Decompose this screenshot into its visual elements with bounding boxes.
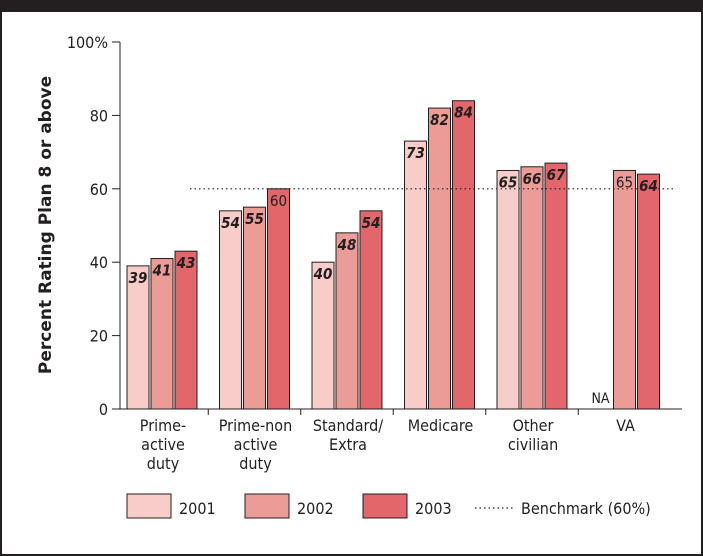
y-tick-label: 80 bbox=[90, 106, 108, 125]
legend-label: 2003 bbox=[415, 499, 452, 518]
x-tick-label: active bbox=[234, 435, 278, 454]
bar bbox=[150, 258, 174, 410]
x-tick-label: Prime-non bbox=[219, 416, 292, 435]
bar bbox=[613, 169, 636, 410]
bar bbox=[311, 261, 335, 410]
bar bbox=[219, 210, 242, 410]
bar bbox=[335, 232, 359, 410]
data-label: 65 bbox=[616, 173, 633, 191]
data-label: 43 bbox=[177, 254, 196, 272]
x-tick-label: duty bbox=[147, 454, 180, 473]
bar bbox=[520, 166, 544, 410]
data-label: 54 bbox=[221, 214, 240, 232]
bar bbox=[496, 169, 520, 410]
bar bbox=[544, 162, 568, 410]
x-tick-label: Extra bbox=[329, 435, 367, 454]
y-tick-label: 60 bbox=[90, 180, 108, 199]
bar bbox=[404, 140, 427, 410]
legend-label: 2001 bbox=[179, 499, 216, 518]
y-tick-label: 20 bbox=[90, 327, 108, 346]
legend-swatch bbox=[244, 493, 290, 519]
x-tick-label: Standard/ bbox=[313, 416, 383, 435]
y-tick-label: 0 bbox=[99, 400, 108, 419]
bar bbox=[359, 210, 383, 410]
data-label: 39 bbox=[129, 269, 148, 287]
bar bbox=[428, 107, 451, 410]
data-label: NA bbox=[591, 391, 609, 407]
data-label: 60 bbox=[270, 192, 287, 210]
bar bbox=[452, 100, 475, 410]
data-label: 66 bbox=[523, 170, 542, 188]
data-label: 64 bbox=[639, 177, 658, 195]
legend-swatch bbox=[362, 493, 408, 519]
data-label: 84 bbox=[454, 104, 473, 122]
bar bbox=[174, 250, 198, 410]
data-label: 41 bbox=[153, 262, 172, 280]
bar bbox=[243, 206, 266, 410]
data-label: 67 bbox=[547, 166, 566, 184]
data-label: 48 bbox=[338, 236, 357, 254]
bar bbox=[126, 265, 150, 410]
legend-label: 2002 bbox=[297, 499, 334, 518]
data-label: 40 bbox=[314, 265, 333, 283]
y-tick-label: 40 bbox=[90, 253, 108, 272]
legend-swatch bbox=[126, 493, 172, 519]
x-tick-label: Medicare bbox=[408, 416, 474, 435]
x-tick-label: VA bbox=[616, 416, 635, 435]
x-tick-label: duty bbox=[239, 454, 272, 473]
data-label: 55 bbox=[245, 210, 264, 228]
bar bbox=[267, 188, 290, 410]
legend-label: Benchmark (60%) bbox=[521, 499, 651, 518]
x-tick-label: Other bbox=[513, 416, 554, 435]
x-tick-label: civilian bbox=[508, 435, 558, 454]
data-label: 73 bbox=[406, 144, 425, 162]
bar bbox=[637, 173, 660, 410]
data-label: 54 bbox=[362, 214, 381, 232]
x-tick-label: active bbox=[141, 435, 185, 454]
y-tick-label: 100% bbox=[67, 33, 108, 52]
header-bar bbox=[2, 0, 701, 12]
data-label: 82 bbox=[430, 111, 449, 129]
x-tick-label: Prime- bbox=[140, 416, 186, 435]
data-label: 65 bbox=[499, 173, 518, 191]
